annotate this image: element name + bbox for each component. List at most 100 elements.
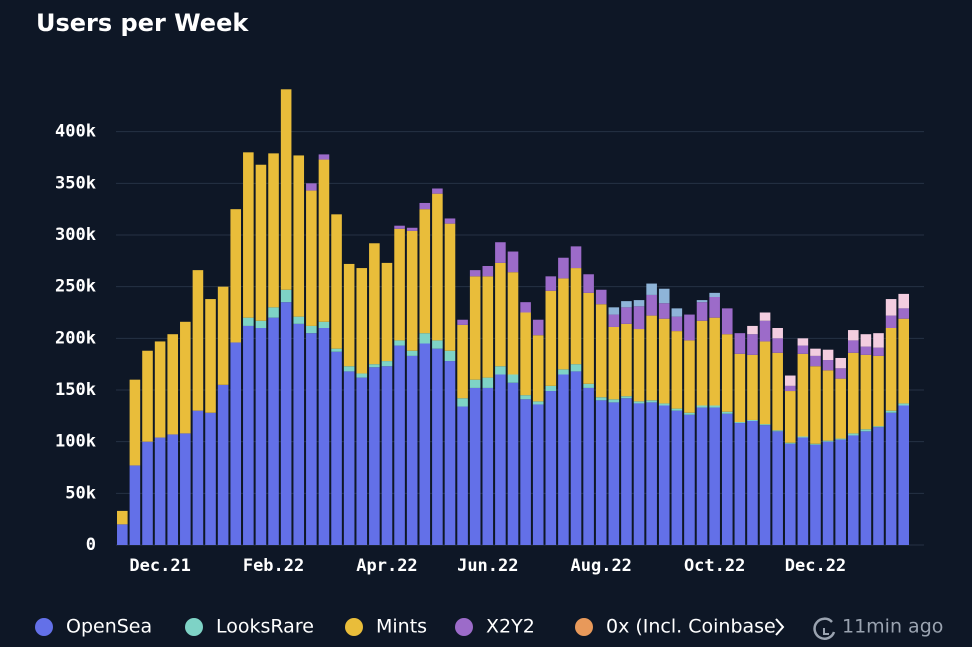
bar-segment <box>885 328 897 411</box>
legend-arrow[interactable] <box>775 618 785 636</box>
bar-segment <box>570 364 582 372</box>
bar-segment <box>570 246 582 269</box>
bar-segment <box>885 315 897 328</box>
bar-segment <box>217 384 229 545</box>
bar-segment <box>747 325 758 335</box>
bar-segment <box>898 293 909 309</box>
bar-segment <box>167 334 179 435</box>
bar-segment <box>570 268 582 365</box>
x-tick-label: Dec.22 <box>785 556 846 576</box>
bar-segment <box>167 434 179 545</box>
bar-segment <box>595 397 607 401</box>
bar-segment <box>318 321 330 328</box>
bar-segment <box>331 214 342 349</box>
bar-segment <box>772 338 783 353</box>
bar-segment <box>646 315 657 401</box>
bar-segment <box>268 307 279 318</box>
bar-segment <box>558 257 569 279</box>
bar-segment <box>797 436 809 438</box>
bar-segment <box>343 371 355 545</box>
bar-segment <box>482 377 494 388</box>
bar-segment <box>835 368 846 379</box>
bar-segment <box>734 422 746 424</box>
y-tick-label: 300k <box>55 225 96 245</box>
bar-segment <box>394 345 405 545</box>
bar-segment <box>671 316 683 332</box>
arrow-icon[interactable] <box>775 618 785 636</box>
bar-segment <box>810 443 821 445</box>
bar-segment <box>129 465 141 545</box>
bar-segment <box>331 348 342 352</box>
bar-segment <box>545 391 557 545</box>
bar-segment <box>898 403 909 406</box>
bar-segment <box>784 442 796 444</box>
bar-segment <box>318 154 330 160</box>
bar-segment <box>243 317 254 326</box>
bar-segment <box>495 242 506 263</box>
bar-segment <box>306 183 317 191</box>
bar-segment <box>797 338 809 346</box>
bar-segment <box>356 377 368 545</box>
bar-segment <box>381 366 393 545</box>
bar-segment <box>721 411 733 414</box>
bar-segment <box>432 348 443 545</box>
bar-segment <box>784 443 796 545</box>
bar-segment <box>180 433 191 545</box>
bar-segment <box>747 419 758 421</box>
bar-segment <box>394 225 405 229</box>
bar-segment <box>684 414 695 545</box>
bar-segment <box>331 351 342 545</box>
bar-segment <box>469 276 481 380</box>
bar-segment <box>860 431 872 545</box>
bar-segment <box>747 421 758 545</box>
bar-segment <box>293 155 305 317</box>
bar-segment <box>469 387 481 545</box>
bar-segment <box>633 329 645 402</box>
bar-segment <box>784 375 796 386</box>
bar-segment <box>583 292 594 384</box>
legend-label: Mints <box>376 616 427 638</box>
bar-segment <box>280 302 292 545</box>
bar-segment <box>646 400 657 403</box>
bar-segment <box>595 304 607 398</box>
bar-segment <box>847 435 859 545</box>
bar-segment <box>583 274 594 293</box>
bar-segment <box>444 218 456 224</box>
bar-segment <box>810 348 821 356</box>
bar-segment <box>583 387 594 545</box>
bar-segment <box>885 412 897 545</box>
bar-segment <box>696 405 708 408</box>
bar-segment <box>595 400 607 545</box>
bar-segment <box>432 340 443 349</box>
bar-segment <box>898 405 909 545</box>
bar-segment <box>520 395 531 400</box>
bar-segment <box>469 270 481 277</box>
bar-segment <box>545 385 557 392</box>
legend-label: X2Y2 <box>486 616 535 638</box>
legend-marker <box>455 618 473 636</box>
bar-segment <box>684 412 695 415</box>
bar-segment <box>356 373 368 378</box>
bar-segment <box>721 413 733 545</box>
bar-segment <box>419 202 431 210</box>
refresh-hand <box>823 628 829 635</box>
bar-segment <box>268 317 279 545</box>
bar-segment <box>507 251 519 273</box>
bar-segment <box>835 378 846 439</box>
bar-segment <box>671 331 683 409</box>
bar-segment <box>759 425 771 545</box>
bar-segment <box>432 188 443 194</box>
bar-segment <box>772 431 783 545</box>
bar-segment <box>633 403 645 545</box>
bar-segment <box>885 299 897 316</box>
bar-segment <box>772 430 783 432</box>
bar-segment <box>810 355 821 367</box>
bar-segment <box>835 438 846 440</box>
bar-segment <box>558 369 569 375</box>
bar-segment <box>747 354 758 420</box>
y-tick-label: 350k <box>55 173 96 193</box>
bar-segment <box>810 366 821 444</box>
bar-segment <box>469 379 481 388</box>
bar-segment <box>721 308 733 335</box>
bar-segment <box>205 412 216 545</box>
